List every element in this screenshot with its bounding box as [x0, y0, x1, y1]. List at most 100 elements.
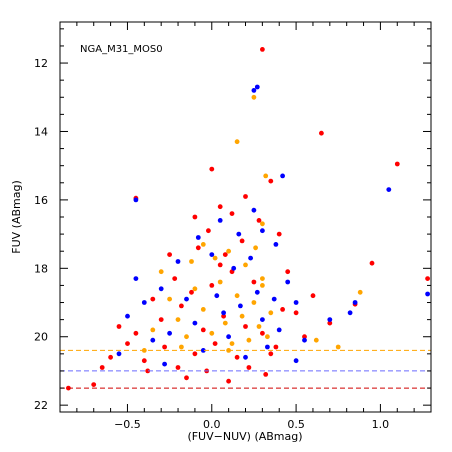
- data-point: [200, 307, 206, 312]
- data-point: [246, 365, 252, 370]
- data-point: [239, 313, 245, 319]
- data-point: [243, 194, 248, 199]
- data-point: [369, 260, 375, 266]
- plot-frame: [59, 21, 432, 413]
- data-point: [214, 293, 220, 299]
- data-point: [217, 279, 223, 285]
- data-point: [251, 207, 257, 213]
- data-point: [310, 293, 316, 299]
- data-point: [162, 344, 168, 350]
- data-point: [141, 300, 147, 305]
- data-point: [260, 221, 265, 227]
- data-point: [293, 310, 299, 316]
- y-tick-label: 20: [34, 331, 48, 344]
- data-point: [251, 300, 257, 305]
- data-point: [234, 354, 240, 360]
- data-point: [263, 173, 269, 179]
- data-point: [195, 245, 201, 251]
- data-point: [231, 265, 237, 271]
- data-point: [108, 354, 113, 360]
- data-point: [179, 303, 184, 309]
- data-point: [352, 300, 358, 305]
- data-point: [254, 84, 260, 90]
- data-point: [217, 218, 223, 223]
- data-point: [260, 330, 265, 336]
- data-point: [273, 242, 279, 247]
- data-point: [229, 341, 235, 346]
- data-point: [327, 320, 333, 326]
- data-point: [150, 296, 156, 302]
- data-point: [172, 276, 178, 281]
- data-point: [167, 330, 173, 336]
- data-point: [184, 334, 189, 340]
- x-tick-label: 0.5: [287, 418, 305, 431]
- data-point: [246, 337, 252, 343]
- data-point: [302, 337, 307, 343]
- data-point: [293, 300, 299, 305]
- data-point: [285, 269, 291, 275]
- data-point: [253, 245, 258, 251]
- data-point: [265, 344, 270, 350]
- data-point: [386, 187, 392, 193]
- data-point: [226, 248, 232, 254]
- data-point: [221, 310, 227, 316]
- data-point: [251, 94, 257, 100]
- data-point: [251, 279, 257, 285]
- field-annotation: NGA_M31_MOS0: [80, 44, 163, 55]
- data-point: [302, 334, 307, 340]
- data-point: [256, 218, 262, 223]
- data-point: [271, 296, 277, 302]
- data-point: [293, 358, 299, 364]
- y-tick-label: 12: [34, 57, 48, 70]
- data-point: [243, 262, 248, 268]
- data-point: [327, 317, 333, 322]
- data-point: [209, 283, 215, 288]
- data-point: [125, 341, 130, 346]
- data-point: [238, 303, 243, 309]
- data-point: [394, 161, 400, 167]
- data-point: [263, 372, 269, 377]
- data-point: [280, 173, 285, 179]
- data-point: [99, 365, 105, 370]
- data-point: [192, 214, 198, 220]
- data-point: [133, 276, 139, 281]
- data-point: [184, 296, 189, 302]
- data-point: [251, 88, 257, 93]
- y-tick-label: 16: [34, 194, 48, 207]
- data-point: [189, 289, 194, 295]
- data-point: [260, 317, 265, 322]
- data-point: [313, 337, 319, 343]
- data-points: [66, 47, 430, 391]
- data-point: [175, 259, 181, 264]
- data-point: [222, 320, 228, 326]
- x-tick-label: −0.5: [114, 418, 141, 431]
- data-point: [162, 361, 168, 367]
- data-point: [319, 130, 324, 136]
- data-point: [192, 286, 198, 292]
- data-point: [175, 365, 181, 370]
- data-point: [256, 324, 262, 329]
- data-point: [150, 337, 156, 343]
- data-point: [116, 324, 122, 329]
- x-tick-label: 1.0: [372, 418, 390, 431]
- axis-ticks: −0.5 0.0 0.5 1.0 12 14 16 18 20 22: [34, 22, 432, 431]
- data-point: [276, 231, 282, 237]
- data-point: [243, 354, 248, 360]
- data-point: [234, 293, 240, 299]
- data-point: [335, 344, 341, 350]
- data-point: [285, 279, 291, 285]
- x-axis-label: (FUV−NUV) (ABmag): [187, 430, 302, 443]
- data-point: [212, 255, 218, 261]
- data-point: [150, 327, 156, 333]
- data-point: [222, 252, 228, 257]
- data-point: [229, 211, 235, 217]
- data-point: [91, 382, 97, 387]
- data-point: [221, 313, 227, 319]
- x-tick-label: 0.0: [203, 418, 221, 431]
- data-point: [217, 262, 223, 268]
- data-point: [425, 276, 430, 281]
- data-point: [212, 341, 218, 346]
- data-point: [276, 327, 282, 333]
- data-point: [200, 242, 206, 247]
- data-point: [209, 330, 215, 336]
